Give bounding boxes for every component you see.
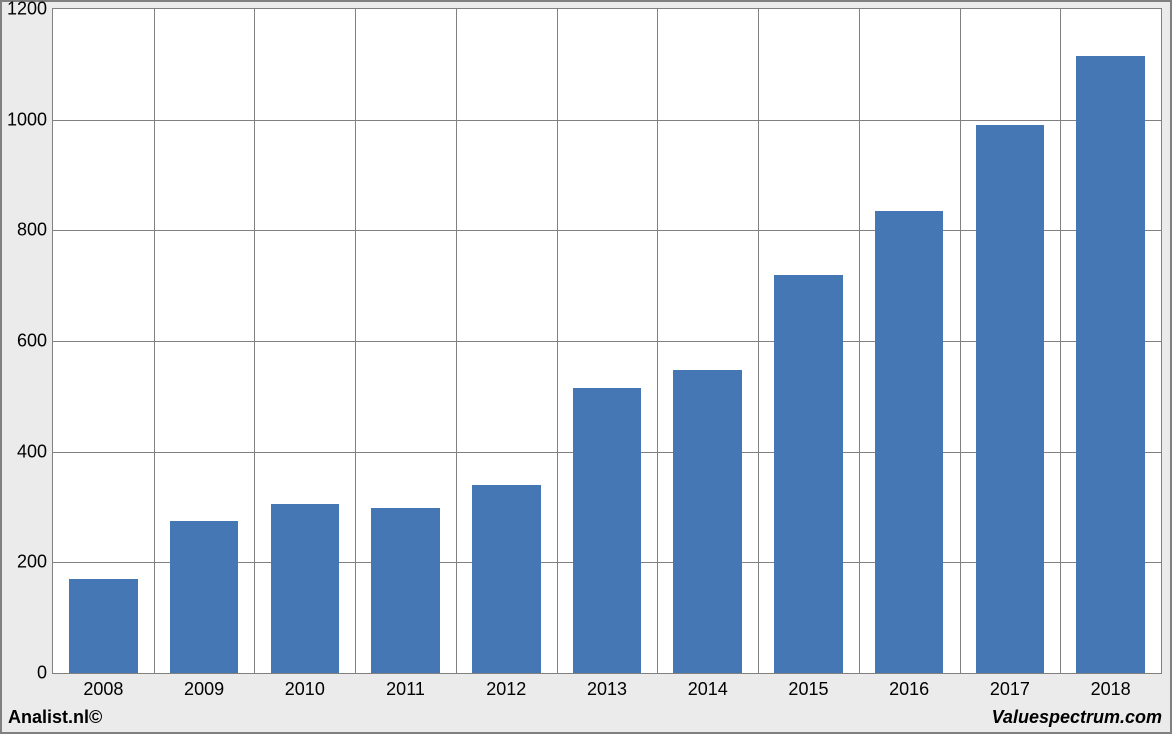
gridline-vertical [355,9,356,673]
bar [875,211,943,673]
x-tick-label: 2017 [990,673,1030,700]
x-tick-label: 2011 [386,673,425,700]
y-tick-label: 200 [17,552,53,573]
bar [69,579,137,673]
y-tick-label: 400 [17,441,53,462]
x-tick-label: 2014 [688,673,728,700]
bar [472,485,540,673]
plot-area: 0200400600800100012002008200920102011201… [52,8,1162,674]
bar [1076,56,1144,673]
chart-frame: 0 200 400 600 800 1000 1200 2008 2009 2010 2011 201… [0,0,1172,734]
x-tick-label: 2015 [788,673,828,700]
gridline-vertical [254,9,255,673]
y-tick-label: 1000 [7,109,53,130]
x-tick-label: 2010 [285,673,325,700]
y-tick-label: 600 [17,331,53,352]
gridline-vertical [758,9,759,673]
gridline-vertical [960,9,961,673]
y-tick-label: 0 [37,663,53,684]
gridline-vertical [557,9,558,673]
bar [271,504,339,673]
gridline-horizontal [53,120,1161,121]
copyright-right: Valuespectrum.com [992,707,1162,728]
plot-inner: 0200400600800100012002008200920102011201… [53,9,1161,673]
x-tick-label: 2018 [1091,673,1131,700]
bar [976,125,1044,673]
y-tick-label: 1200 [7,0,53,20]
gridline-vertical [1060,9,1061,673]
x-tick-label: 2009 [184,673,224,700]
x-tick-label: 2008 [83,673,123,700]
bar [170,521,238,673]
bar [774,275,842,673]
x-tick-label: 2016 [889,673,929,700]
gridline-vertical [859,9,860,673]
x-tick-label: 2013 [587,673,627,700]
gridline-vertical [456,9,457,673]
gridline-vertical [154,9,155,673]
bar [673,370,741,673]
bar [371,508,439,673]
x-tick-label: 2012 [486,673,526,700]
bar [573,388,641,673]
y-tick-label: 800 [17,220,53,241]
copyright-left: Analist.nl© [8,707,102,728]
gridline-vertical [657,9,658,673]
